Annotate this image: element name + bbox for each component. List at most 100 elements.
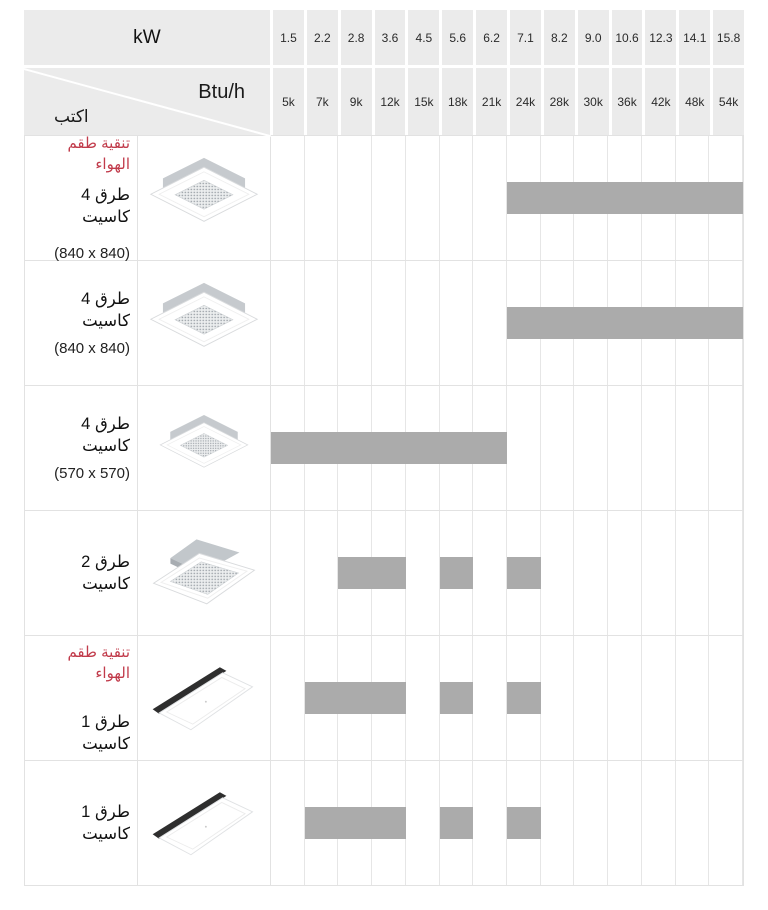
grid-cell	[709, 511, 744, 635]
product-image-1way-cassette	[138, 761, 271, 885]
kw-axis-label: kW	[133, 26, 161, 48]
capacity-grid	[271, 511, 744, 635]
grid-cell	[338, 136, 373, 260]
kw-value-cell: 2.2	[303, 10, 338, 65]
air-purification-badge: طقم تنقية الهواء	[67, 134, 130, 173]
grid-cell	[271, 136, 305, 260]
product-image-4way-small-cassette	[138, 386, 271, 510]
kw-value-cell: 12.3	[642, 10, 677, 65]
capacity-grid	[271, 261, 744, 385]
kw-value-cell: 3.6	[371, 10, 406, 65]
grid-cell	[440, 261, 474, 385]
product-name: 4 طرق كاسيت	[81, 289, 130, 330]
kw-value-cell: 1.5	[270, 10, 304, 65]
capacity-grid	[271, 136, 744, 260]
grid-cell	[507, 386, 541, 510]
grid-cell	[608, 636, 642, 760]
grid-cell	[372, 136, 406, 260]
table-row: 4 طرق كاسيت (570 x 570)	[25, 386, 744, 511]
grid-cell	[271, 636, 305, 760]
cassette-1way-graphic	[152, 792, 254, 856]
btu-value-cell: 18k	[439, 68, 474, 135]
grid-cell	[676, 636, 710, 760]
kw-value-cell: 14.1	[676, 10, 711, 65]
grid-cell	[473, 511, 508, 635]
grid-cell	[642, 636, 676, 760]
btu-value-cell: 30k	[574, 68, 609, 135]
kw-value-cell: 5.6	[439, 10, 474, 65]
kw-value-cell: 8.2	[540, 10, 575, 65]
grid-cell	[473, 761, 508, 885]
type-label: اكتب	[54, 107, 89, 126]
product-image-4way-cassette	[138, 136, 271, 260]
btu-header-row: Btu/h اكتب 5k 7k 9k 12k 15k 18k 21k 24k 28k 30k 36…	[23, 68, 745, 138]
product-size: (570 x 570)	[54, 464, 130, 482]
kw-value-cell: 15.8	[710, 10, 745, 65]
grid-cell	[608, 761, 642, 885]
capacity-grid	[271, 636, 744, 760]
grid-cell	[574, 511, 609, 635]
grid-cell	[305, 261, 339, 385]
product-size: (840 x 840)	[54, 339, 130, 357]
capacity-bar	[439, 807, 474, 839]
product-image-1way-cassette	[138, 636, 271, 760]
grid-cell	[676, 511, 710, 635]
product-label-cell: طقم تنقية الهواء 1 طرق كاسيت	[25, 636, 138, 760]
cassette-1way-graphic	[152, 667, 254, 731]
cassette-4way-graphic	[149, 157, 259, 222]
capacity-bar	[507, 182, 743, 214]
kw-value-cell: 2.8	[337, 10, 372, 65]
type-btu-header-cell: Btu/h اكتب	[23, 68, 272, 138]
table-row: 2 طرق كاسيت	[25, 511, 744, 636]
air-purification-badge: طقم تنقية الهواء	[67, 643, 130, 682]
kw-value-cell: 9.0	[574, 10, 609, 65]
kw-value-cell: 7.1	[507, 10, 541, 65]
grid-cell	[473, 636, 508, 760]
grid-cell	[676, 761, 710, 885]
kw-header-cell: kW	[24, 10, 270, 65]
grid-cell	[406, 636, 440, 760]
kw-header-row: kW 1.5 2.2 2.8 3.6 4.5 5.6 6.2 7.1 8.2 9.0 10.6 12.…	[24, 10, 745, 65]
grid-cell	[406, 511, 440, 635]
grid-cell	[338, 261, 373, 385]
grid-cell	[608, 386, 642, 510]
kw-value-cell: 6.2	[473, 10, 508, 65]
grid-cell	[541, 636, 575, 760]
grid-cell	[271, 761, 305, 885]
capacity-bar	[439, 557, 474, 589]
cassette-4way-small-graphic	[159, 415, 249, 468]
cassette-4way-graphic	[149, 282, 259, 347]
table-row: طقم تنقية الهواء 4 طرق كاسيت (840 x 840)	[25, 134, 744, 262]
grid-cell	[541, 386, 575, 510]
btu-value-cell: 7k	[303, 68, 338, 135]
product-name: 1 طرق كاسيت	[81, 712, 130, 753]
capacity-table-body: طقم تنقية الهواء 4 طرق كاسيت (840 x 840) 4…	[24, 135, 744, 886]
grid-cell	[608, 511, 642, 635]
grid-cell	[440, 136, 474, 260]
product-name: 4 طرق كاسيت	[81, 185, 130, 226]
btu-value-cell: 21k	[473, 68, 508, 135]
btu-value-cell: 9k	[337, 68, 372, 135]
btu-value-cell: 54k	[710, 68, 745, 135]
product-name: 2 طرق كاسيت	[81, 553, 130, 593]
product-size: (840 x 840)	[54, 244, 130, 262]
product-name: 4 طرق كاسيت	[81, 414, 130, 455]
grid-cell	[406, 761, 440, 885]
grid-cell	[406, 261, 440, 385]
btu-value-cell: 42k	[642, 68, 677, 135]
grid-cell	[709, 636, 744, 760]
btu-value-cell: 12k	[371, 68, 406, 135]
grid-cell	[574, 386, 609, 510]
grid-cell	[473, 136, 508, 260]
capacity-bar	[507, 307, 743, 339]
grid-cell	[473, 261, 508, 385]
grid-cell	[574, 761, 609, 885]
product-image-4way-cassette	[138, 261, 271, 385]
btu-axis-label: Btu/h	[198, 81, 245, 103]
grid-cell	[541, 761, 575, 885]
capacity-grid	[271, 761, 744, 885]
grid-cell	[709, 761, 744, 885]
capacity-bar	[507, 682, 541, 714]
capacity-bar	[507, 807, 541, 839]
product-capacity-chart: kW 1.5 2.2 2.8 3.6 4.5 5.6 6.2 7.1 8.2 9.0 10.6 12.…	[23, 10, 745, 886]
